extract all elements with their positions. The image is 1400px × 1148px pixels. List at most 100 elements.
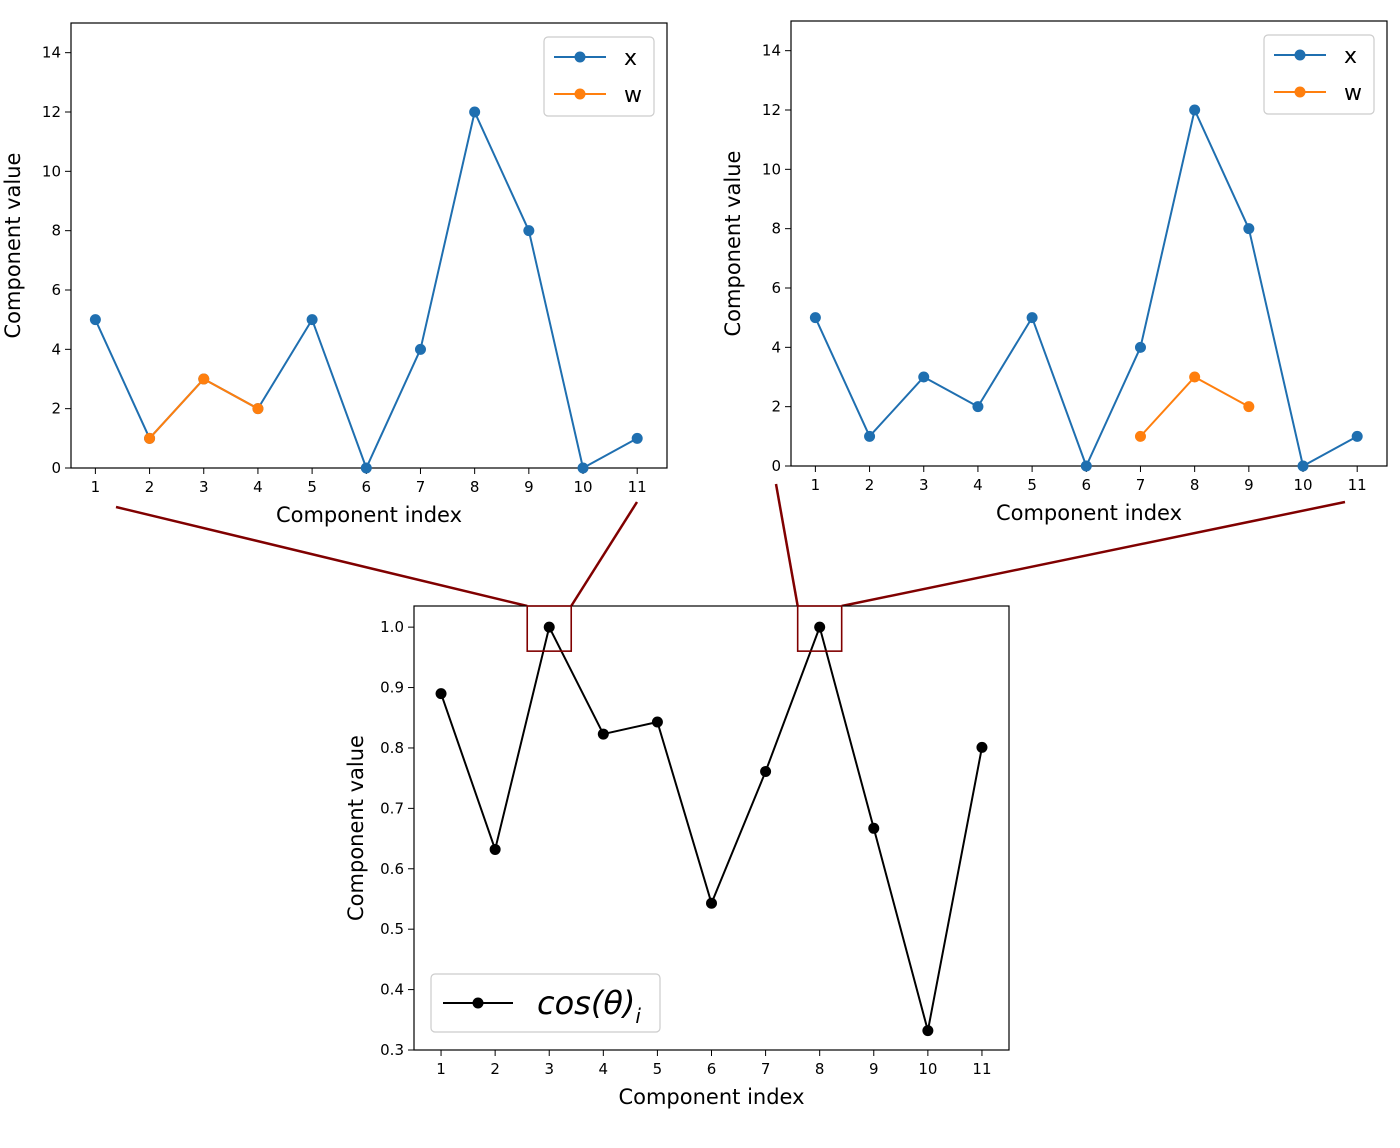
x-tick-label: 4 — [253, 478, 263, 496]
data-point — [1297, 460, 1309, 472]
x-tick-label: 6 — [1082, 476, 1092, 494]
x-tick-label: 10 — [573, 478, 592, 496]
x-tick-label: 10 — [918, 1060, 937, 1078]
y-tick-label: 6 — [771, 279, 781, 297]
y-tick-label: 4 — [771, 338, 781, 356]
y-tick-label: 14 — [42, 44, 61, 62]
legend: xw — [1263, 34, 1375, 115]
y-tick-label: 0.3 — [380, 1041, 404, 1059]
x-tick-label: 11 — [628, 478, 647, 496]
x-tick-label: 8 — [815, 1060, 825, 1078]
data-point — [1189, 104, 1201, 116]
x-tick-label: 3 — [199, 478, 209, 496]
y-axis-title: Component value — [721, 151, 745, 337]
x-tick-label: 3 — [919, 476, 929, 494]
data-point — [1243, 223, 1255, 235]
x-tick-label: 11 — [1348, 476, 1367, 494]
x-tick-label: 4 — [599, 1060, 609, 1078]
x-tick-label: 5 — [653, 1060, 663, 1078]
zoom-connectors — [115, 483, 1346, 608]
data-point — [435, 688, 447, 700]
x-tick-label: 3 — [544, 1060, 554, 1078]
data-point — [89, 314, 101, 326]
y-tick-label: 0.4 — [380, 981, 404, 999]
y-tick-label: 10 — [42, 162, 61, 180]
legend-label: w — [1344, 81, 1362, 106]
data-point — [577, 462, 589, 474]
x-tick-label: 2 — [490, 1060, 500, 1078]
data-point — [1134, 430, 1146, 442]
data-point — [972, 401, 984, 413]
legend-marker — [472, 997, 484, 1009]
data-point — [252, 403, 264, 415]
x-tick-label: 2 — [145, 478, 155, 496]
y-tick-label: 0.5 — [380, 920, 404, 938]
connector-line — [774, 483, 799, 607]
data-point — [706, 897, 717, 909]
legend-marker — [1294, 86, 1306, 98]
x-tick-label: 9 — [524, 478, 534, 496]
x-tick-label: 1 — [91, 478, 101, 496]
x-tick-label: 1 — [436, 1060, 446, 1078]
y-tick-label: 4 — [51, 340, 61, 358]
x-tick-label: 5 — [307, 478, 317, 496]
data-point — [469, 106, 481, 118]
data-point — [760, 766, 772, 778]
y-axis-title: Component value — [1, 153, 25, 339]
data-point — [631, 432, 643, 444]
data-point — [976, 741, 988, 753]
data-point — [414, 343, 426, 355]
data-point — [1351, 430, 1363, 442]
x-tick-label: 8 — [1190, 476, 1200, 494]
x-tick-label: 6 — [362, 478, 372, 496]
y-tick-label: 12 — [762, 101, 781, 119]
legend-label: cos(θ)i — [537, 984, 641, 1028]
y-tick-label: 0.7 — [380, 799, 404, 817]
legend: cos(θ)i — [430, 973, 661, 1033]
highlight-box — [526, 605, 573, 652]
data-point — [814, 621, 826, 633]
x-tick-label: 1 — [811, 476, 821, 494]
x-tick-label: 11 — [972, 1060, 991, 1078]
data-point — [651, 716, 663, 728]
data-point — [809, 312, 821, 324]
y-tick-label: 1.0 — [380, 618, 404, 636]
legend-box — [430, 973, 661, 1033]
y-tick-label: 0.6 — [380, 860, 404, 878]
y-tick-label: 2 — [51, 400, 61, 418]
connector-line — [570, 501, 639, 607]
data-point — [144, 432, 156, 444]
legend-label: x — [1344, 44, 1357, 69]
x-tick-label: 6 — [707, 1060, 717, 1078]
x-tick-label: 7 — [1136, 476, 1146, 494]
y-tick-label: 10 — [762, 160, 781, 178]
y-axis-title: Component value — [344, 735, 368, 921]
y-tick-label: 12 — [42, 103, 61, 121]
y-tick-label: 2 — [771, 398, 781, 416]
legend-label: w — [624, 83, 642, 108]
data-point — [864, 430, 876, 442]
y-tick-label: 8 — [51, 222, 61, 240]
legend-marker — [574, 51, 586, 63]
y-tick-label: 8 — [771, 220, 781, 238]
x-tick-label: 5 — [1027, 476, 1037, 494]
data-point — [543, 621, 555, 633]
x-axis-title: Component index — [996, 501, 1182, 525]
data-point — [1134, 341, 1146, 353]
x-tick-label: 7 — [416, 478, 426, 496]
data-point — [1189, 371, 1201, 383]
y-tick-label: 0 — [51, 459, 61, 477]
legend: xw — [543, 36, 655, 117]
y-tick-label: 0 — [771, 457, 781, 475]
data-point — [918, 371, 930, 383]
data-point — [1243, 401, 1255, 413]
x-tick-label: 4 — [973, 476, 983, 494]
data-point — [597, 728, 609, 740]
data-point — [198, 373, 210, 385]
x-tick-label: 9 — [1244, 476, 1254, 494]
x-tick-label: 7 — [761, 1060, 771, 1078]
x-axis-title: Component index — [618, 1085, 804, 1109]
